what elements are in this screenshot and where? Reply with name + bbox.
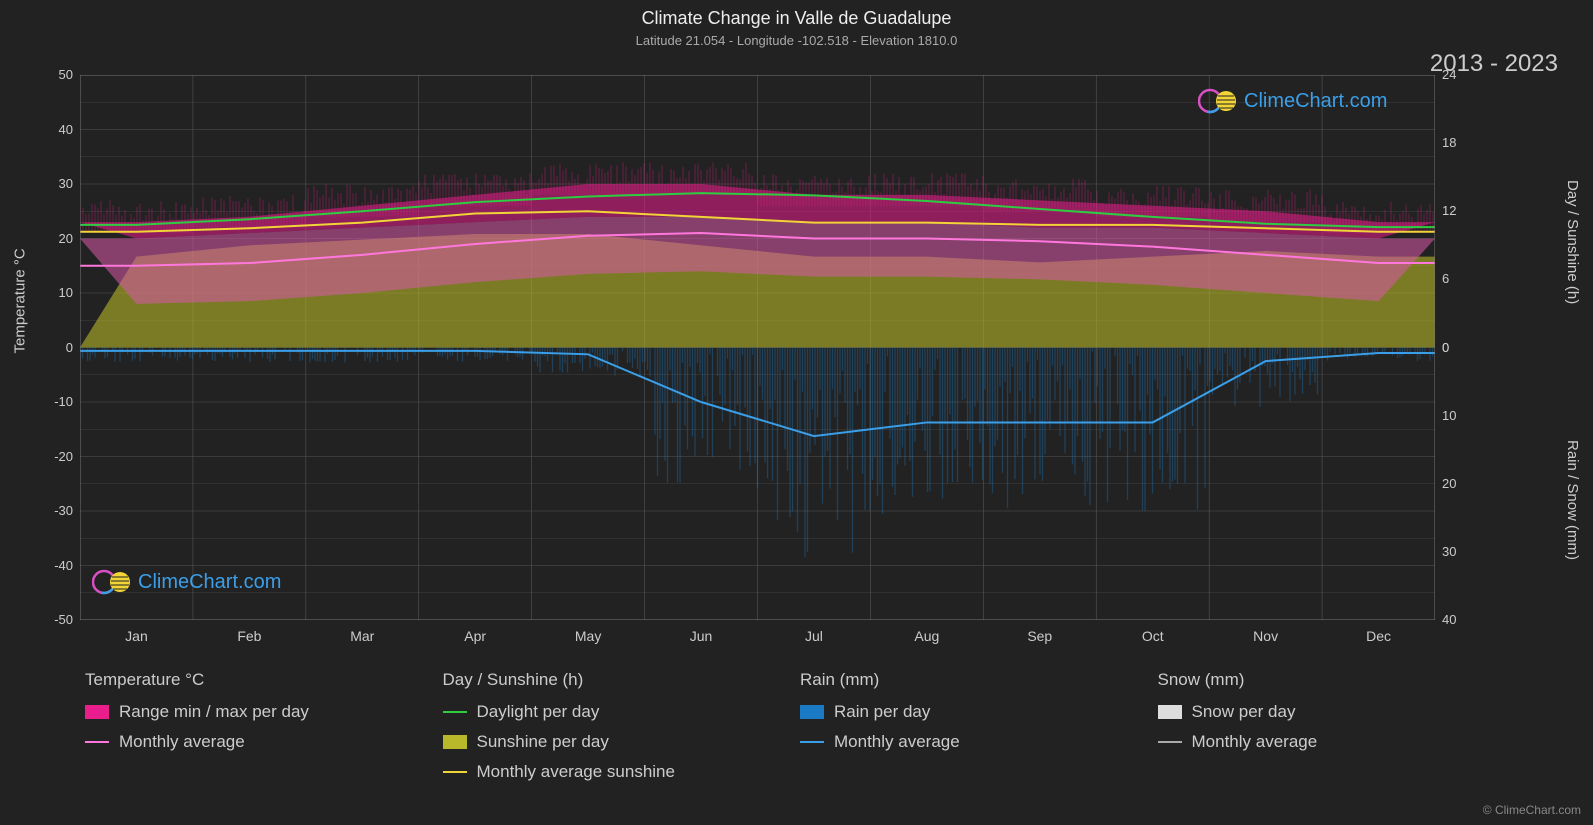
y-tick-right: 0 (1442, 340, 1449, 355)
legend: Temperature °C Range min / max per day Mon… (85, 670, 1515, 792)
month-label: Dec (1359, 628, 1399, 644)
legend-label: Snow per day (1192, 702, 1296, 722)
watermark-logo: ClimeChart.com (92, 567, 281, 597)
y-tick-left: -50 (33, 612, 73, 627)
legend-column: Rain (mm) Rain per day Monthly average (800, 670, 1158, 792)
month-label: Apr (455, 628, 495, 644)
legend-header: Temperature °C (85, 670, 443, 690)
y-tick-right: 18 (1442, 135, 1456, 150)
y-tick-left: 50 (33, 67, 73, 82)
month-label: Mar (342, 628, 382, 644)
y-tick-left: -30 (33, 503, 73, 518)
month-label: Aug (907, 628, 947, 644)
y-axis-left-label: Temperature °C (12, 248, 29, 353)
watermark-logo: ClimeChart.com (1198, 86, 1387, 116)
legend-swatch (1158, 705, 1182, 719)
y-tick-right: 20 (1442, 476, 1456, 491)
watermark-text: ClimeChart.com (138, 571, 281, 594)
chart-title: Climate Change in Valle de Guadalupe (0, 0, 1593, 29)
legend-item: Snow per day (1158, 702, 1516, 722)
plot-area (80, 75, 1435, 620)
logo-icon (92, 567, 132, 597)
legend-label: Rain per day (834, 702, 930, 722)
legend-swatch (85, 741, 109, 743)
legend-swatch (443, 771, 467, 773)
legend-label: Monthly average sunshine (477, 762, 675, 782)
month-label: Sep (1020, 628, 1060, 644)
y-axis-right-top-label: Day / Sunshine (h) (1564, 180, 1581, 304)
legend-item: Daylight per day (443, 702, 801, 722)
y-tick-right: 30 (1442, 544, 1456, 559)
y-tick-right: 6 (1442, 271, 1449, 286)
legend-item: Monthly average (1158, 732, 1516, 752)
y-tick-left: 20 (33, 231, 73, 246)
legend-swatch (443, 735, 467, 749)
y-tick-left: -20 (33, 449, 73, 464)
legend-column: Snow (mm) Snow per day Monthly average (1158, 670, 1516, 792)
legend-swatch (800, 705, 824, 719)
legend-header: Day / Sunshine (h) (443, 670, 801, 690)
legend-item: Sunshine per day (443, 732, 801, 752)
legend-column: Temperature °C Range min / max per day Mon… (85, 670, 443, 792)
plot-svg (80, 75, 1435, 620)
legend-item: Monthly average (85, 732, 443, 752)
legend-item: Range min / max per day (85, 702, 443, 722)
y-tick-right: 10 (1442, 408, 1456, 423)
month-label: Feb (229, 628, 269, 644)
y-tick-left: 30 (33, 176, 73, 191)
y-axis-right-bottom-label: Rain / Snow (mm) (1564, 440, 1581, 560)
month-label: Nov (1246, 628, 1286, 644)
legend-header: Snow (mm) (1158, 670, 1516, 690)
legend-label: Daylight per day (477, 702, 600, 722)
legend-column: Day / Sunshine (h) Daylight per day Sunshi… (443, 670, 801, 792)
legend-label: Sunshine per day (477, 732, 609, 752)
y-tick-right: 40 (1442, 612, 1456, 627)
legend-label: Monthly average (1192, 732, 1318, 752)
y-tick-left: -10 (33, 394, 73, 409)
legend-item: Rain per day (800, 702, 1158, 722)
legend-item: Monthly average (800, 732, 1158, 752)
copyright-text: © ClimeChart.com (1483, 803, 1581, 817)
y-tick-left: 40 (33, 122, 73, 137)
legend-label: Range min / max per day (119, 702, 309, 722)
y-tick-left: 10 (33, 285, 73, 300)
logo-icon (1198, 86, 1238, 116)
month-label: Jul (794, 628, 834, 644)
legend-label: Monthly average (834, 732, 960, 752)
month-label: Oct (1133, 628, 1173, 644)
chart-subtitle: Latitude 21.054 - Longitude -102.518 - E… (0, 29, 1593, 48)
legend-swatch (443, 711, 467, 713)
legend-header: Rain (mm) (800, 670, 1158, 690)
y-tick-left: -40 (33, 558, 73, 573)
chart-container: Climate Change in Valle de Guadalupe Lat… (0, 0, 1593, 825)
watermark-text: ClimeChart.com (1244, 90, 1387, 113)
legend-swatch (1158, 741, 1182, 743)
month-label: Jan (116, 628, 156, 644)
y-tick-left: 0 (33, 340, 73, 355)
legend-label: Monthly average (119, 732, 245, 752)
legend-swatch (85, 705, 109, 719)
y-tick-right: 12 (1442, 203, 1456, 218)
month-label: May (568, 628, 608, 644)
legend-swatch (800, 741, 824, 743)
y-tick-right: 24 (1442, 67, 1456, 82)
month-label: Jun (681, 628, 721, 644)
legend-item: Monthly average sunshine (443, 762, 801, 782)
